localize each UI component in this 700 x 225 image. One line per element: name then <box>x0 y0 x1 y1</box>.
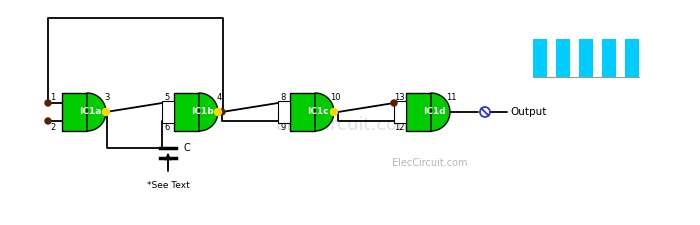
Polygon shape <box>162 101 174 123</box>
Text: 13: 13 <box>393 92 405 101</box>
Circle shape <box>391 100 397 106</box>
Text: IC1c: IC1c <box>307 108 329 117</box>
Polygon shape <box>431 93 450 131</box>
Text: 5: 5 <box>164 92 169 101</box>
Polygon shape <box>199 93 218 131</box>
Polygon shape <box>625 39 639 77</box>
Text: IC1d: IC1d <box>423 108 445 117</box>
Text: IC1b: IC1b <box>190 108 214 117</box>
Circle shape <box>214 108 221 115</box>
Circle shape <box>102 108 109 115</box>
Circle shape <box>45 100 51 106</box>
Circle shape <box>480 107 490 117</box>
Text: *See Text: *See Text <box>146 181 190 190</box>
Text: 1: 1 <box>50 92 55 101</box>
Polygon shape <box>174 93 199 131</box>
Polygon shape <box>315 93 334 131</box>
Polygon shape <box>87 93 106 131</box>
Polygon shape <box>62 93 87 131</box>
Polygon shape <box>394 101 406 123</box>
Polygon shape <box>290 93 315 131</box>
Text: 8: 8 <box>280 92 286 101</box>
Text: C: C <box>184 143 190 153</box>
Text: 10: 10 <box>330 94 340 103</box>
Text: 4: 4 <box>216 94 222 103</box>
Polygon shape <box>556 39 570 77</box>
Polygon shape <box>533 39 547 77</box>
Polygon shape <box>579 39 593 77</box>
Polygon shape <box>278 101 290 123</box>
Polygon shape <box>406 93 431 131</box>
Circle shape <box>45 118 51 124</box>
Circle shape <box>219 109 225 115</box>
Text: IC1a: IC1a <box>79 108 102 117</box>
Text: 3: 3 <box>104 94 110 103</box>
Text: 11: 11 <box>446 94 456 103</box>
Text: 12: 12 <box>393 122 405 131</box>
Circle shape <box>330 108 337 115</box>
Text: 6: 6 <box>164 122 169 131</box>
Polygon shape <box>602 39 616 77</box>
Text: 9: 9 <box>281 122 286 131</box>
Text: ElecCircuit.com: ElecCircuit.com <box>392 158 468 168</box>
Text: 2: 2 <box>50 122 55 131</box>
Text: Output: Output <box>510 107 546 117</box>
Text: ElecCircuit.com: ElecCircuit.com <box>275 116 415 134</box>
